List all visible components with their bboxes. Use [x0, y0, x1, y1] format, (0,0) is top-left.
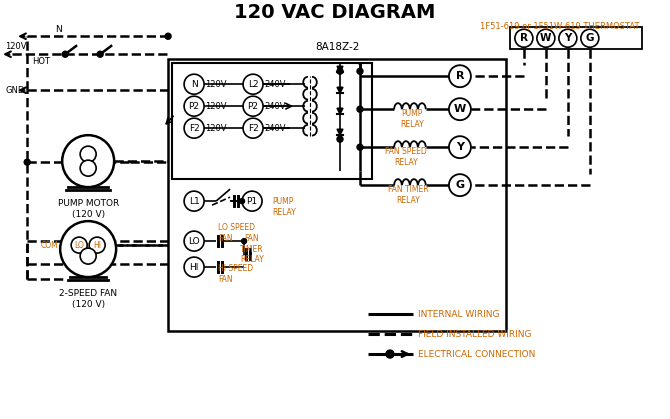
Text: Y: Y — [456, 142, 464, 152]
Circle shape — [62, 51, 68, 57]
Text: 240V: 240V — [264, 80, 286, 89]
Circle shape — [60, 221, 116, 277]
Polygon shape — [337, 108, 343, 114]
Circle shape — [515, 29, 533, 47]
Circle shape — [24, 159, 30, 165]
Text: HI: HI — [190, 263, 199, 272]
Polygon shape — [337, 129, 343, 135]
FancyBboxPatch shape — [172, 63, 372, 179]
Text: G: G — [456, 180, 464, 190]
FancyBboxPatch shape — [510, 27, 642, 49]
Text: FAN TIMER
RELAY: FAN TIMER RELAY — [388, 186, 428, 205]
Circle shape — [537, 29, 555, 47]
Circle shape — [357, 106, 363, 112]
Text: ELECTRICAL CONNECTION: ELECTRICAL CONNECTION — [418, 349, 535, 359]
Circle shape — [184, 74, 204, 94]
Circle shape — [581, 29, 599, 47]
Text: W: W — [454, 104, 466, 114]
Text: FIELD INSTALLED WIRING: FIELD INSTALLED WIRING — [418, 330, 531, 339]
Text: 120V: 120V — [205, 80, 227, 89]
Text: HI: HI — [93, 241, 101, 250]
Text: PUMP
RELAY: PUMP RELAY — [272, 197, 295, 217]
Circle shape — [243, 118, 263, 138]
Text: F2: F2 — [248, 124, 259, 133]
Text: HOT: HOT — [32, 57, 50, 66]
Circle shape — [184, 191, 204, 211]
Circle shape — [80, 146, 96, 162]
Circle shape — [449, 98, 471, 120]
Text: G: G — [586, 33, 594, 43]
Circle shape — [62, 135, 114, 187]
Text: P1: P1 — [247, 197, 257, 206]
Text: 2-SPEED FAN
(120 V): 2-SPEED FAN (120 V) — [59, 290, 117, 309]
Circle shape — [80, 248, 96, 264]
Text: W: W — [540, 33, 551, 43]
Text: COM: COM — [40, 241, 58, 250]
Text: LO SPEED
FAN: LO SPEED FAN — [218, 223, 255, 243]
Circle shape — [184, 118, 204, 138]
Text: 120 VAC DIAGRAM: 120 VAC DIAGRAM — [234, 3, 436, 22]
Circle shape — [240, 199, 245, 204]
Circle shape — [165, 33, 171, 39]
Circle shape — [184, 257, 204, 277]
Circle shape — [337, 68, 343, 74]
Text: 120V: 120V — [205, 102, 227, 111]
Polygon shape — [337, 87, 343, 93]
Text: GND: GND — [5, 86, 25, 95]
Text: LO: LO — [188, 237, 200, 246]
Text: P2: P2 — [247, 102, 259, 111]
Circle shape — [71, 237, 87, 253]
Circle shape — [357, 144, 363, 150]
Text: P2: P2 — [188, 102, 200, 111]
Circle shape — [449, 136, 471, 158]
Text: N: N — [55, 25, 62, 34]
Circle shape — [243, 74, 263, 94]
Text: FAN SPEED
RELAY: FAN SPEED RELAY — [385, 147, 427, 167]
FancyBboxPatch shape — [168, 59, 506, 331]
Circle shape — [357, 68, 363, 74]
Text: R: R — [456, 71, 464, 81]
Circle shape — [449, 174, 471, 196]
Text: PUMP MOTOR
(120 V): PUMP MOTOR (120 V) — [58, 199, 119, 219]
Text: 120V: 120V — [205, 124, 227, 133]
Text: L2: L2 — [248, 80, 259, 89]
Text: PUMP
RELAY: PUMP RELAY — [400, 109, 424, 129]
Polygon shape — [337, 66, 343, 72]
Text: R: R — [520, 33, 528, 43]
Circle shape — [80, 160, 96, 176]
Circle shape — [559, 29, 577, 47]
Text: 240V: 240V — [264, 102, 286, 111]
Text: FAN
TIMER
RELAY: FAN TIMER RELAY — [240, 234, 264, 264]
Text: Y: Y — [564, 33, 572, 43]
Text: 120V: 120V — [5, 42, 27, 51]
Text: HI SPEED
FAN: HI SPEED FAN — [218, 264, 253, 284]
Circle shape — [97, 51, 103, 57]
Circle shape — [242, 191, 262, 211]
Text: LO: LO — [74, 241, 84, 250]
Circle shape — [449, 65, 471, 87]
Text: 8A18Z-2: 8A18Z-2 — [315, 42, 359, 52]
Text: N: N — [191, 80, 198, 89]
Circle shape — [337, 136, 343, 142]
Text: L1: L1 — [189, 197, 200, 206]
Text: 1F51-619 or 1F51W-619 THERMOSTAT: 1F51-619 or 1F51W-619 THERMOSTAT — [480, 22, 640, 31]
Circle shape — [89, 237, 105, 253]
Text: INTERNAL WIRING: INTERNAL WIRING — [418, 310, 499, 318]
Circle shape — [386, 350, 394, 358]
Circle shape — [184, 96, 204, 116]
Text: F2: F2 — [189, 124, 200, 133]
Circle shape — [184, 231, 204, 251]
Circle shape — [242, 238, 247, 243]
Circle shape — [243, 96, 263, 116]
Text: 240V: 240V — [264, 124, 286, 133]
